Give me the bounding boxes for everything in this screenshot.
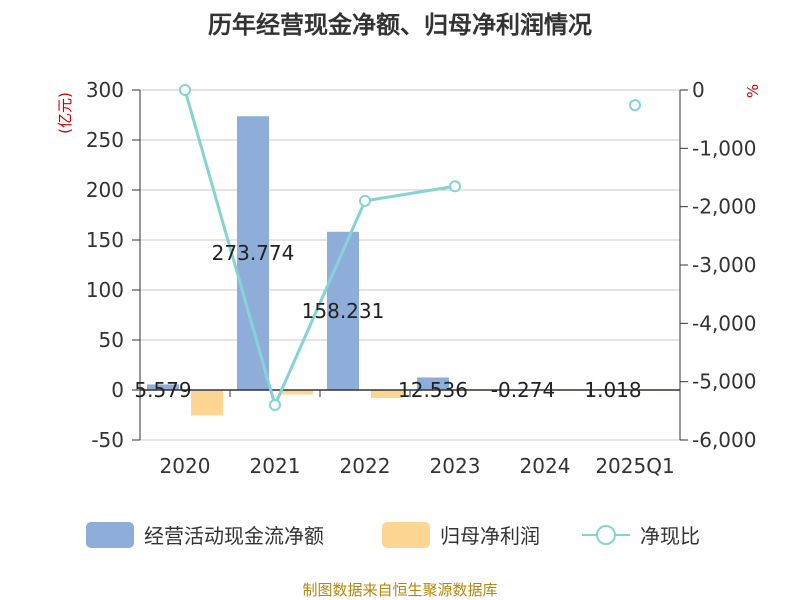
left-tick-label: -50: [91, 428, 124, 452]
left-tick-label: 100: [86, 278, 124, 302]
left-axis-unit: (亿元): [56, 92, 74, 134]
right-tick-label: -1,000: [692, 136, 756, 160]
ratio-point: [269, 399, 281, 411]
left-tick-label: 0: [111, 378, 124, 402]
right-tick-label: -2,000: [692, 195, 756, 219]
ratio-point: [179, 84, 191, 96]
right-tick-label: -6,000: [692, 428, 756, 452]
ratio-line-segment: [183, 89, 456, 410]
data-labels: 5.579 273.774 158.231 12.536 -0.274 1.018: [134, 241, 641, 402]
legend-swatch-profit: [382, 522, 430, 548]
left-tick-label: 50: [99, 328, 124, 352]
legend-swatch-ratio-marker: [596, 525, 616, 545]
legend-label-cashflow: 经营活动现金流净额: [144, 524, 324, 548]
axes: -50 0 50 100 150 200 250 300 0 -1,000 -2,000 -3,000…: [86, 78, 757, 478]
right-tick-label: -3,000: [692, 253, 756, 277]
ratio-line: [179, 84, 641, 411]
bar-profit: [191, 390, 223, 416]
bar-cashflow: [147, 384, 179, 390]
right-tick-label: -5,000: [692, 370, 756, 394]
right-tick-label: -4,000: [692, 311, 756, 335]
bar-value-label: 1.018: [584, 378, 641, 402]
legend: 经营活动现金流净额 归母净利润 净现比: [86, 522, 700, 548]
ratio-point: [359, 194, 371, 207]
ratio-point: [629, 99, 641, 112]
x-tick-label: 2023: [430, 454, 481, 478]
left-tick-label: 300: [86, 78, 124, 102]
left-tick-label: 250: [86, 128, 124, 152]
bar-cashflow: [417, 377, 449, 390]
bar-value-label: 12.536: [398, 378, 468, 402]
x-tick-label: 2021: [250, 454, 301, 478]
left-tick-label: 200: [86, 178, 124, 202]
chart-title: 历年经营现金净额、归母净利润情况: [208, 11, 592, 39]
ratio-point: [449, 180, 461, 193]
x-tick-label: 2024: [520, 454, 571, 478]
right-axis-unit: %: [744, 84, 762, 98]
grid: [140, 89, 680, 441]
x-tick-label: 2020: [160, 454, 211, 478]
bar-value-label: 158.231: [302, 299, 385, 323]
left-tick-label: 150: [86, 228, 124, 252]
bar-value-label: 5.579: [134, 378, 191, 402]
x-tick-label: 2025Q1: [595, 454, 674, 478]
bar-cashflow: [327, 231, 359, 390]
bar-profit: [371, 390, 403, 398]
bar-value-label: 273.774: [212, 241, 295, 265]
legend-label-profit: 归母净利润: [440, 524, 540, 548]
bar-value-label: -0.274: [491, 378, 555, 402]
bar-profit: [281, 390, 313, 395]
bars: [147, 116, 673, 416]
data-source: 制图数据来自恒生聚源数据库: [302, 581, 497, 599]
bar-cashflow: [237, 116, 269, 390]
legend-swatch-cashflow: [86, 522, 134, 548]
legend-label-ratio: 净现比: [640, 524, 700, 548]
x-tick-label: 2022: [340, 454, 391, 478]
right-tick-label: 0: [692, 78, 705, 102]
